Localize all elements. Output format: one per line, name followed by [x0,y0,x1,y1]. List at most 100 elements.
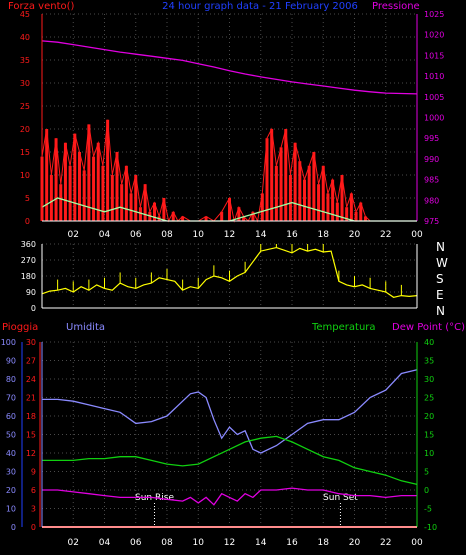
x-tick-label: 08 [161,230,173,240]
x-tick-label: 12 [224,538,235,548]
wind-pressure-grid [42,13,418,221]
x-tick-label: 04 [99,230,111,240]
y-tick-label: 90 [26,288,36,297]
y-tick-label: 20 [424,412,434,421]
y-tick-label: 1020 [424,31,444,40]
x-tick-label: 14 [255,538,267,548]
y-tick-label: 15 [424,431,434,440]
y-tick-label: 24 [26,375,36,384]
wind-direction-series [41,244,418,298]
y-tick-label: 10 [6,505,16,514]
compass-label: N [436,304,445,318]
y-tick-label: 90 [6,357,16,366]
compass-label: E [436,288,444,302]
dewpoint-axis-label: Dew Point (°C) [392,322,465,333]
y-tick-label: 20 [6,486,16,495]
y-tick-label: 360 [21,240,36,249]
y-tick-label: 985 [424,176,439,185]
x-tick-label: 18 [318,538,330,548]
temperature-line [42,435,418,486]
x-tick-label: 10 [193,538,205,548]
y-tick-label: 5 [25,194,30,203]
y-tick-label: 80 [6,375,16,384]
y-tick-label: 0 [424,486,429,495]
wind-axis-label: Forza vento() [8,1,75,12]
x-tick-label: 06 [130,230,142,240]
y-tick-label: 3 [31,505,36,514]
y-tick-label: 35 [20,56,30,65]
y-tick-label: 50 [6,431,16,440]
temperature-humidity-ticks: 0102030405060708090100036912151821242730… [1,338,437,548]
x-tick-label: 20 [349,538,361,548]
x-tick-label: 00 [411,230,423,240]
temperature-humidity-grid [42,341,418,527]
wind-pressure-series [40,40,418,223]
y-tick-label: 25 [424,394,434,403]
y-tick-label: 1010 [424,72,444,81]
x-tick-label: 00 [411,538,423,548]
y-tick-label: 30 [26,338,36,347]
y-tick-label: 980 [424,196,439,205]
y-tick-label: 27 [26,357,36,366]
sun-marker-label: Sun Set [323,493,358,503]
y-tick-label: 0 [11,523,16,532]
y-tick-label: 990 [424,155,439,164]
y-tick-label: 1005 [424,93,444,102]
y-tick-label: 30 [6,468,16,477]
y-tick-label: -5 [424,505,432,514]
y-tick-label: 0 [31,304,36,313]
x-tick-label: 16 [286,230,298,240]
y-tick-label: 1025 [424,10,444,19]
y-tick-label: 10 [20,171,30,180]
y-tick-label: 35 [424,357,434,366]
humidity-axis-label: Umidita [66,322,105,333]
pressure-axis-label: Pressione [372,1,420,12]
y-tick-label: 100 [1,338,16,347]
y-tick-label: 0 [31,523,36,532]
y-tick-label: 40 [6,449,16,458]
y-tick-label: 70 [6,394,16,403]
y-tick-label: 1015 [424,51,444,60]
x-tick-label: 12 [224,230,235,240]
y-tick-label: 40 [20,33,30,42]
y-tick-label: 60 [6,412,16,421]
x-tick-label: 22 [380,538,391,548]
y-tick-label: 975 [424,217,439,226]
y-tick-label: -10 [424,523,437,532]
y-tick-label: 10 [424,449,434,458]
y-tick-label: 15 [20,148,30,157]
x-tick-label: 02 [68,538,79,548]
y-tick-label: 9 [31,468,36,477]
x-tick-label: 08 [161,538,173,548]
pressure-line [41,40,418,95]
x-tick-label: 16 [286,538,298,548]
x-tick-label: 02 [68,230,79,240]
x-tick-label: 18 [318,230,330,240]
y-tick-label: 25 [20,102,30,111]
wind-pressure-chart: Forza vento() 24 hour graph data - 21 Fe… [8,1,444,240]
temperature-humidity-chart: Pioggia Umidita Temperatura Dew Point (°… [1,322,465,548]
x-tick-label: 20 [349,230,361,240]
rain-axis-label: Pioggia [2,322,38,333]
y-tick-label: 0 [25,217,30,226]
y-tick-label: 270 [21,256,36,265]
wind-pressure-ticks: 0510152025303540459759809859909951000100… [20,10,445,240]
compass-label: N [436,240,445,254]
y-tick-label: 5 [424,468,429,477]
chart-title: 24 hour graph data - 21 February 2006 [162,1,358,12]
x-tick-label: 10 [193,230,205,240]
y-tick-label: 6 [31,486,36,495]
x-tick-label: 14 [255,230,267,240]
y-tick-label: 40 [424,338,434,347]
y-tick-label: 995 [424,134,439,143]
y-tick-label: 18 [26,412,36,421]
temperature-axis-label: Temperatura [311,322,376,333]
y-tick-label: 1000 [424,114,444,123]
y-tick-label: 30 [424,375,434,384]
x-tick-label: 06 [130,538,142,548]
x-tick-label: 22 [380,230,391,240]
wind-gust-line [41,119,417,223]
compass-label: S [436,272,444,286]
